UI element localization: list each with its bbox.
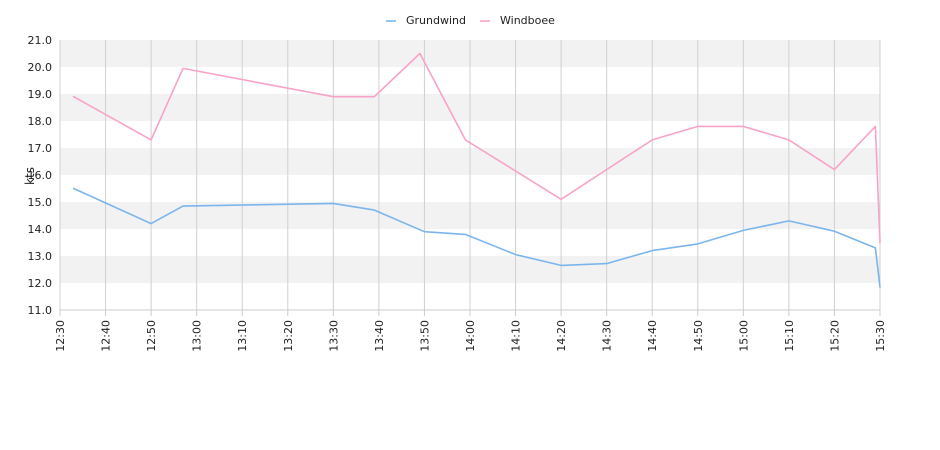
x-tick-label: 13:50 bbox=[418, 320, 431, 352]
series-line-windboee bbox=[72, 52, 881, 244]
y-axis-title: kts bbox=[23, 167, 37, 185]
legend-label-windboee: Windboee bbox=[500, 14, 555, 27]
y-tick-label: 11.0 bbox=[28, 304, 53, 317]
legend[interactable]: Grundwind Windboee bbox=[386, 14, 555, 27]
series-lines bbox=[72, 52, 881, 288]
x-tick-label: 14:40 bbox=[646, 320, 659, 352]
legend-label-grundwind: Grundwind bbox=[406, 14, 466, 27]
series-line-grundwind bbox=[72, 187, 881, 288]
x-tick-label: 12:30 bbox=[54, 320, 67, 352]
y-tick-label: 21.0 bbox=[28, 34, 53, 47]
y-tick-label: 20.0 bbox=[28, 61, 53, 74]
y-tick-label: 15.0 bbox=[28, 196, 53, 209]
y-tick-label: 19.0 bbox=[28, 88, 53, 101]
x-tick-label: 14:50 bbox=[692, 320, 705, 352]
y-tick-label: 17.0 bbox=[28, 142, 53, 155]
x-tick-label: 14:10 bbox=[510, 320, 523, 352]
y-tick-label: 13.0 bbox=[28, 250, 53, 263]
x-tick-label: 12:50 bbox=[145, 320, 158, 352]
x-tick-label: 13:10 bbox=[236, 320, 249, 352]
y-tick-label: 16.0 bbox=[28, 169, 53, 182]
x-tick-label: 12:40 bbox=[100, 320, 113, 352]
x-tick-label: 13:20 bbox=[282, 320, 295, 352]
x-tick-label: 14:30 bbox=[601, 320, 614, 352]
x-tick-label: 15:20 bbox=[828, 320, 841, 352]
x-tick-label: 13:30 bbox=[327, 320, 340, 352]
x-tick-label: 15:10 bbox=[783, 320, 796, 352]
x-tick-label: 13:00 bbox=[191, 320, 204, 352]
x-tick-label: 15:00 bbox=[737, 320, 750, 352]
x-tick-label: 14:20 bbox=[555, 320, 568, 352]
y-axis-ticks: 11.0 12.0 13.0 14.0 15.0 16.0 17.0 18.0 19.0 20.0… bbox=[28, 34, 53, 317]
y-tick-label: 12.0 bbox=[28, 277, 53, 290]
y-tick-label: 14.0 bbox=[28, 223, 53, 236]
x-tick-label: 14:00 bbox=[464, 320, 477, 352]
x-axis-ticks: 12:30 12:40 12:50 13:00 13:10 13:20 13:30 13:40… bbox=[54, 310, 887, 352]
y-tick-label: 18.0 bbox=[28, 115, 53, 128]
x-tick-label: 13:40 bbox=[373, 320, 386, 352]
x-tick-label: 15:30 bbox=[874, 320, 887, 352]
